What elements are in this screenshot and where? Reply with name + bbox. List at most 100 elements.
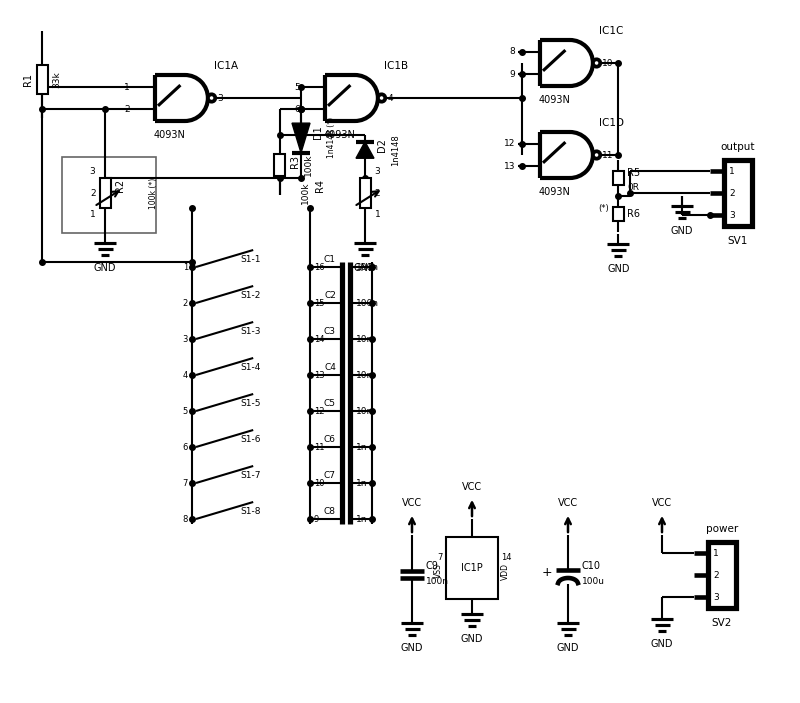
- Text: power: power: [706, 524, 738, 534]
- Text: 11: 11: [602, 150, 614, 160]
- Text: 33k: 33k: [52, 71, 61, 88]
- Text: 0R: 0R: [627, 183, 639, 191]
- Text: 9: 9: [510, 70, 515, 79]
- Text: 3: 3: [729, 210, 734, 219]
- Text: IC1B: IC1B: [384, 61, 408, 71]
- Text: R1: R1: [23, 73, 33, 86]
- Text: 4: 4: [387, 93, 393, 103]
- Text: 3: 3: [90, 167, 95, 176]
- Text: R2: R2: [114, 179, 125, 192]
- Text: 1n: 1n: [356, 515, 367, 524]
- Text: 1n4148: 1n4148: [391, 134, 400, 166]
- Text: 2: 2: [729, 188, 734, 198]
- Text: 10: 10: [602, 58, 614, 67]
- Text: 3: 3: [182, 335, 188, 344]
- Text: 14: 14: [501, 553, 511, 562]
- Text: D1: D1: [313, 125, 323, 139]
- Text: (*): (*): [598, 203, 610, 212]
- Bar: [708, 542, 736, 608]
- Text: 8: 8: [182, 515, 188, 524]
- Text: +: +: [542, 565, 552, 579]
- Text: S1-6: S1-6: [241, 435, 262, 444]
- Bar: [274, 153, 286, 176]
- Text: 1: 1: [729, 167, 734, 176]
- Text: 12: 12: [314, 406, 325, 415]
- Text: 100u: 100u: [582, 577, 605, 586]
- Text: 100k: 100k: [304, 154, 313, 176]
- Text: 14: 14: [314, 335, 325, 344]
- Text: GND: GND: [461, 634, 483, 644]
- Text: 6: 6: [182, 442, 188, 451]
- Text: S1-5: S1-5: [241, 399, 262, 408]
- Text: C2: C2: [324, 291, 336, 300]
- Text: 1: 1: [124, 82, 130, 91]
- Text: D2: D2: [377, 138, 387, 152]
- Text: 2: 2: [713, 571, 718, 579]
- Text: VCC: VCC: [402, 498, 422, 508]
- Text: GND: GND: [557, 643, 579, 653]
- Text: R4: R4: [315, 179, 326, 192]
- Text: 4093N: 4093N: [539, 187, 571, 197]
- Text: 100n: 100n: [356, 299, 379, 307]
- Text: C8: C8: [324, 507, 336, 516]
- Text: SV2: SV2: [712, 618, 732, 628]
- Text: 10n: 10n: [356, 335, 374, 344]
- Bar: [613, 171, 624, 185]
- Text: 100n: 100n: [356, 262, 379, 271]
- Text: GND: GND: [650, 639, 674, 649]
- Text: S1-4: S1-4: [241, 363, 261, 372]
- Text: 12: 12: [504, 139, 515, 148]
- Text: 4093N: 4093N: [154, 130, 186, 140]
- Text: 9: 9: [314, 515, 319, 524]
- Text: 16: 16: [314, 262, 325, 271]
- Text: VCC: VCC: [652, 498, 672, 508]
- Text: S1-3: S1-3: [241, 327, 262, 336]
- Polygon shape: [292, 123, 310, 153]
- Text: R5: R5: [627, 168, 640, 178]
- Text: 1: 1: [374, 210, 380, 219]
- Text: 10n: 10n: [356, 406, 374, 415]
- Text: C9: C9: [426, 561, 439, 571]
- Circle shape: [208, 94, 215, 102]
- Bar: [62, 157, 156, 233]
- Text: 7: 7: [182, 479, 188, 487]
- Text: 1: 1: [182, 262, 188, 271]
- Text: 2: 2: [374, 188, 380, 198]
- Text: C4: C4: [324, 363, 336, 372]
- Text: 5: 5: [182, 406, 188, 415]
- Text: S1-8: S1-8: [241, 507, 262, 516]
- Text: 100n: 100n: [426, 577, 449, 586]
- Text: C7: C7: [324, 471, 336, 480]
- Text: 5: 5: [294, 82, 300, 91]
- Text: SV1: SV1: [728, 236, 748, 246]
- Bar: [613, 207, 624, 221]
- Text: S1-7: S1-7: [241, 471, 262, 480]
- Text: GND: GND: [401, 643, 423, 653]
- Text: GND: GND: [94, 263, 116, 273]
- Text: 4093N: 4093N: [539, 95, 571, 105]
- Text: C3: C3: [324, 327, 336, 336]
- Text: IC1C: IC1C: [599, 26, 623, 36]
- Circle shape: [378, 94, 386, 102]
- Circle shape: [593, 151, 600, 159]
- Text: 4093N: 4093N: [324, 130, 356, 140]
- Text: IC1A: IC1A: [214, 61, 238, 71]
- Text: 11: 11: [314, 442, 325, 451]
- Text: GND: GND: [607, 264, 630, 274]
- Text: VCC: VCC: [558, 498, 578, 508]
- Bar: [724, 160, 752, 226]
- Text: 13: 13: [503, 162, 515, 171]
- Text: 1n: 1n: [356, 442, 367, 451]
- Text: S1-2: S1-2: [241, 291, 261, 300]
- Text: VSS: VSS: [434, 564, 443, 579]
- Text: R3: R3: [290, 155, 300, 167]
- Text: 6: 6: [294, 105, 300, 113]
- Text: output: output: [721, 142, 755, 152]
- Circle shape: [593, 59, 600, 67]
- Text: C5: C5: [324, 399, 336, 408]
- Text: IC1P: IC1P: [461, 563, 483, 573]
- Text: 13: 13: [314, 370, 325, 380]
- Text: 7: 7: [438, 553, 443, 562]
- Bar: [446, 537, 498, 599]
- Text: C1: C1: [324, 255, 336, 264]
